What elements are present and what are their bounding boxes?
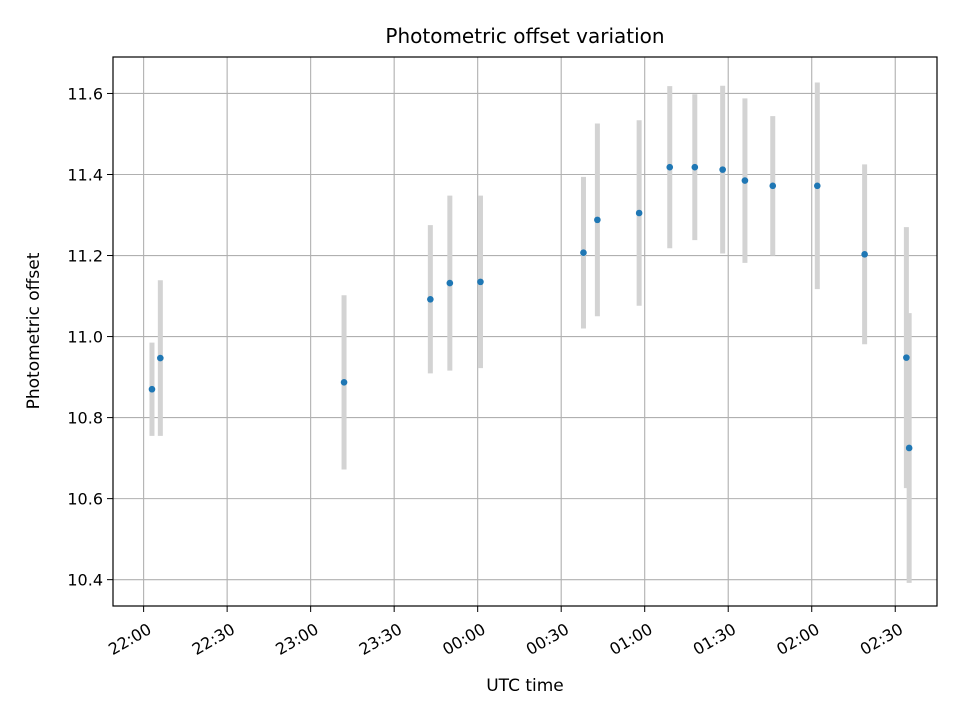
data-point (446, 279, 454, 287)
data-point (741, 177, 749, 184)
grid-layer (113, 57, 937, 606)
data-point (148, 385, 156, 393)
data-point (905, 444, 913, 452)
y-tick-label: 11.0 (67, 328, 103, 347)
data-point (477, 278, 484, 286)
chart-title: Photometric offset variation (385, 24, 664, 48)
data-point (691, 163, 699, 171)
y-tick-label: 10.6 (67, 490, 103, 509)
data-point (594, 216, 601, 224)
data-point (666, 163, 674, 171)
plot-frame (112, 56, 938, 607)
y-axis-ticks: 10.4 10.6 10.8 11.0 11.2 11.4 11.6 (67, 84, 113, 590)
data-point (861, 251, 868, 258)
data-point (903, 354, 910, 361)
y-tick-label: 10.8 (67, 409, 103, 428)
y-tick-label: 11.2 (67, 247, 103, 266)
data-point (719, 166, 726, 173)
y-tick-label: 10.4 (67, 571, 103, 590)
data-point (157, 354, 164, 362)
y-tick-label: 11.6 (67, 84, 103, 103)
point-layer (148, 163, 913, 452)
y-tick-label: 11.4 (67, 165, 103, 184)
y-axis-label: Photometric offset (24, 252, 44, 409)
data-point (580, 249, 587, 256)
x-axis-label: UTC time (486, 676, 564, 696)
data-point (427, 295, 434, 303)
data-point (635, 209, 643, 217)
data-point (769, 182, 777, 190)
data-point (340, 379, 348, 386)
data-point (813, 182, 821, 190)
